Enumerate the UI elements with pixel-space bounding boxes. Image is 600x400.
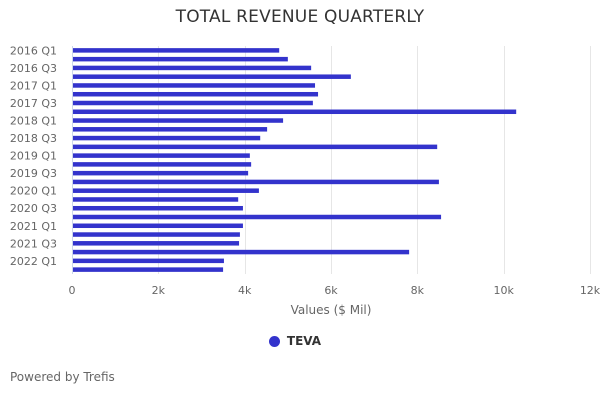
bar-2016-q2[interactable] (73, 56, 288, 62)
bar-2017-q4[interactable] (73, 109, 517, 115)
bar-2021-q4[interactable] (73, 249, 410, 255)
bar-2020-q3[interactable] (73, 205, 243, 211)
category-label: 2019 Q1 (10, 150, 57, 163)
category-label: 2017 Q3 (10, 97, 57, 110)
bar-2021-q2[interactable] (73, 232, 240, 237)
category-label: 2020 Q3 (10, 202, 57, 215)
x-tick-labels: 0 2k 4k 6k 8k 10k 12k (69, 284, 600, 297)
bar-2016-q4[interactable] (73, 74, 351, 79)
x-tick-label: 10k (493, 284, 514, 297)
bar-2019-q1[interactable] (73, 153, 250, 158)
legend-label-teva[interactable]: TEVA (286, 334, 322, 348)
bar-2020-q1[interactable] (73, 188, 259, 193)
credits-text[interactable]: Powered by Trefis (10, 370, 115, 384)
x-tick-label: 2k (152, 284, 166, 297)
category-label: 2021 Q3 (10, 237, 57, 250)
bar-2016-q3[interactable] (73, 65, 312, 71)
bar-2018-q2[interactable] (73, 127, 268, 132)
x-tick-label: 8k (411, 284, 425, 297)
grid-lines (158, 46, 591, 274)
category-label: 2016 Q3 (10, 62, 57, 75)
category-label: 2017 Q1 (10, 79, 57, 92)
category-labels: 2016 Q1 2016 Q3 2017 Q1 2017 Q3 2018 Q1 2018 … (10, 44, 57, 267)
bar-2019-q4[interactable] (73, 179, 439, 185)
x-tick-label: 0 (69, 284, 76, 297)
bar-2021-q3[interactable] (73, 241, 240, 246)
bar-2018-q3[interactable] (73, 135, 261, 141)
bar-2021-q1[interactable] (73, 223, 243, 229)
bar-2019-q2[interactable] (73, 162, 252, 167)
category-label: 2018 Q3 (10, 132, 57, 145)
category-label: 2019 Q3 (10, 167, 57, 180)
legend-marker-teva[interactable] (268, 335, 280, 347)
bars (73, 48, 517, 272)
x-tick-label: 12k (580, 284, 600, 297)
x-axis-title: Values ($ Mil) (291, 303, 372, 317)
bar-2018-q4[interactable] (73, 144, 438, 150)
legend: TEVA (0, 334, 600, 348)
x-tick-label: 6k (324, 284, 338, 297)
category-label: 2020 Q1 (10, 185, 57, 198)
bar-2022-q2[interactable] (73, 267, 224, 272)
bar-2020-q2[interactable] (73, 197, 239, 202)
chart-title: TOTAL REVENUE QUARTERLY (175, 7, 425, 27)
category-label: 2016 Q1 (10, 44, 57, 57)
bar-2017-q1[interactable] (73, 83, 316, 88)
category-label: 2021 Q1 (10, 220, 57, 233)
category-label: 2022 Q1 (10, 255, 57, 268)
bar-2022-q1[interactable] (73, 258, 224, 264)
bar-2018-q1[interactable] (73, 118, 284, 123)
bar-2017-q2[interactable] (73, 91, 319, 97)
bar-2017-q3[interactable] (73, 100, 313, 106)
bar-2020-q4[interactable] (73, 214, 442, 220)
bar-2019-q3[interactable] (73, 170, 249, 176)
bar-2016-q1[interactable] (73, 48, 280, 53)
x-tick-label: 4k (238, 284, 252, 297)
category-label: 2018 Q1 (10, 115, 57, 128)
